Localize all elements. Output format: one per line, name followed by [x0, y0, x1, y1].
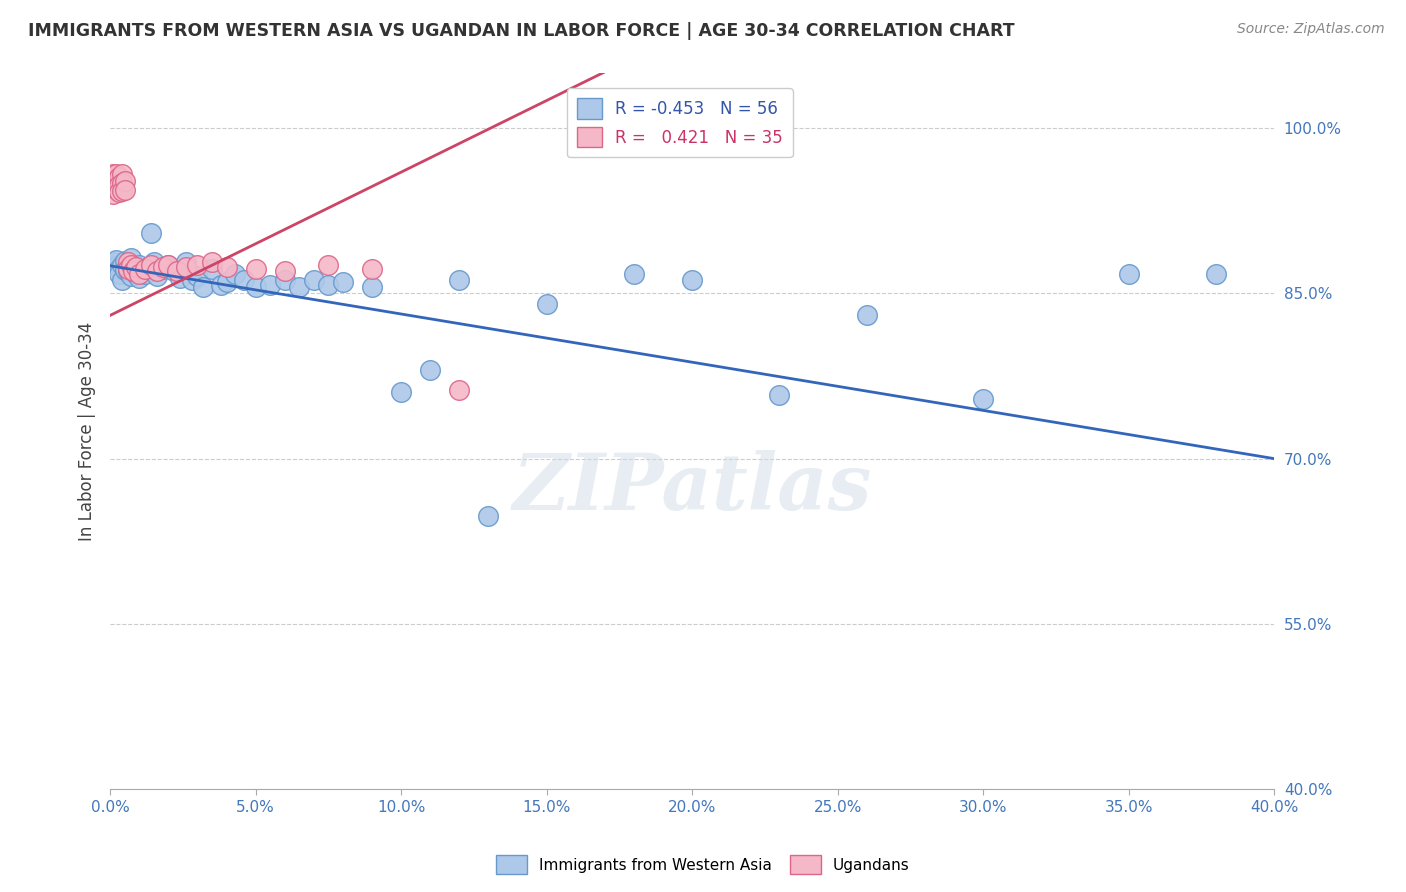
Point [623, 267, 645, 281]
Point [855, 309, 877, 323]
Point [114, 183, 136, 197]
Point [101, 187, 124, 202]
Point [131, 264, 153, 278]
Point [245, 262, 267, 277]
Point [111, 184, 134, 198]
Point [139, 258, 162, 272]
Point [209, 277, 232, 292]
Point [193, 279, 215, 293]
Point [134, 262, 156, 277]
Point [174, 260, 197, 274]
Point [1118, 267, 1140, 281]
Point [180, 273, 202, 287]
Point [681, 273, 703, 287]
Point [166, 264, 188, 278]
Point [104, 253, 127, 268]
Legend: Immigrants from Western Asia, Ugandans: Immigrants from Western Asia, Ugandans [491, 849, 915, 880]
Y-axis label: In Labor Force | Age 30-34: In Labor Force | Age 30-34 [79, 321, 96, 541]
Point [215, 276, 238, 290]
Point [477, 508, 499, 523]
Point [157, 258, 180, 272]
Point [449, 384, 471, 398]
Point [101, 167, 124, 181]
Point [536, 297, 558, 311]
Point [108, 178, 131, 193]
Point [145, 268, 167, 283]
Point [120, 251, 142, 265]
Point [122, 260, 145, 275]
Point [233, 273, 256, 287]
Point [111, 273, 134, 287]
Point [152, 260, 174, 274]
Point [108, 185, 131, 199]
Point [389, 385, 412, 400]
Point [302, 273, 325, 287]
Point [128, 271, 150, 285]
Point [201, 255, 224, 269]
Point [111, 176, 134, 190]
Point [120, 258, 142, 272]
Point [122, 264, 145, 278]
Text: Source: ZipAtlas.com: Source: ZipAtlas.com [1237, 22, 1385, 37]
Point [224, 267, 246, 281]
Point [1205, 267, 1227, 281]
Point [104, 182, 127, 196]
Point [104, 259, 127, 273]
Point [128, 267, 150, 281]
Point [174, 255, 197, 269]
Point [117, 260, 139, 274]
Text: IMMIGRANTS FROM WESTERN ASIA VS UGANDAN IN LABOR FORCE | AGE 30-34 CORRELATION C: IMMIGRANTS FROM WESTERN ASIA VS UGANDAN … [28, 22, 1015, 40]
Point [215, 260, 238, 274]
Point [117, 264, 139, 278]
Point [152, 262, 174, 277]
Point [139, 226, 162, 240]
Point [101, 178, 124, 193]
Point [108, 169, 131, 184]
Point [245, 279, 267, 293]
Point [111, 258, 134, 272]
Point [318, 258, 340, 272]
Point [361, 279, 384, 293]
Point [125, 267, 148, 281]
Point [361, 262, 384, 277]
Point [120, 268, 142, 283]
Point [186, 268, 208, 283]
Point [114, 263, 136, 277]
Point [274, 273, 297, 287]
Point [169, 271, 191, 285]
Point [972, 392, 994, 406]
Point [332, 276, 354, 290]
Point [419, 363, 441, 377]
Point [259, 277, 281, 292]
Point [108, 267, 131, 281]
Point [449, 273, 471, 287]
Point [163, 264, 186, 278]
Text: ZIPatlas: ZIPatlas [512, 450, 872, 526]
Point [134, 267, 156, 281]
Point [101, 255, 124, 269]
Point [111, 167, 134, 181]
Point [142, 255, 165, 269]
Point [768, 387, 790, 401]
Point [108, 262, 131, 277]
Point [125, 260, 148, 274]
Point [117, 255, 139, 269]
Point [145, 264, 167, 278]
Point [114, 254, 136, 268]
Point [117, 262, 139, 277]
Point [104, 174, 127, 188]
Point [274, 264, 297, 278]
Point [114, 174, 136, 188]
Point [104, 167, 127, 181]
Point [201, 262, 224, 277]
Legend: R = -0.453   N = 56, R =   0.421   N = 35: R = -0.453 N = 56, R = 0.421 N = 35 [567, 88, 793, 158]
Point [186, 258, 208, 272]
Point [136, 260, 159, 274]
Point [318, 277, 340, 292]
Point [128, 258, 150, 272]
Point [157, 258, 180, 272]
Point [288, 279, 311, 293]
